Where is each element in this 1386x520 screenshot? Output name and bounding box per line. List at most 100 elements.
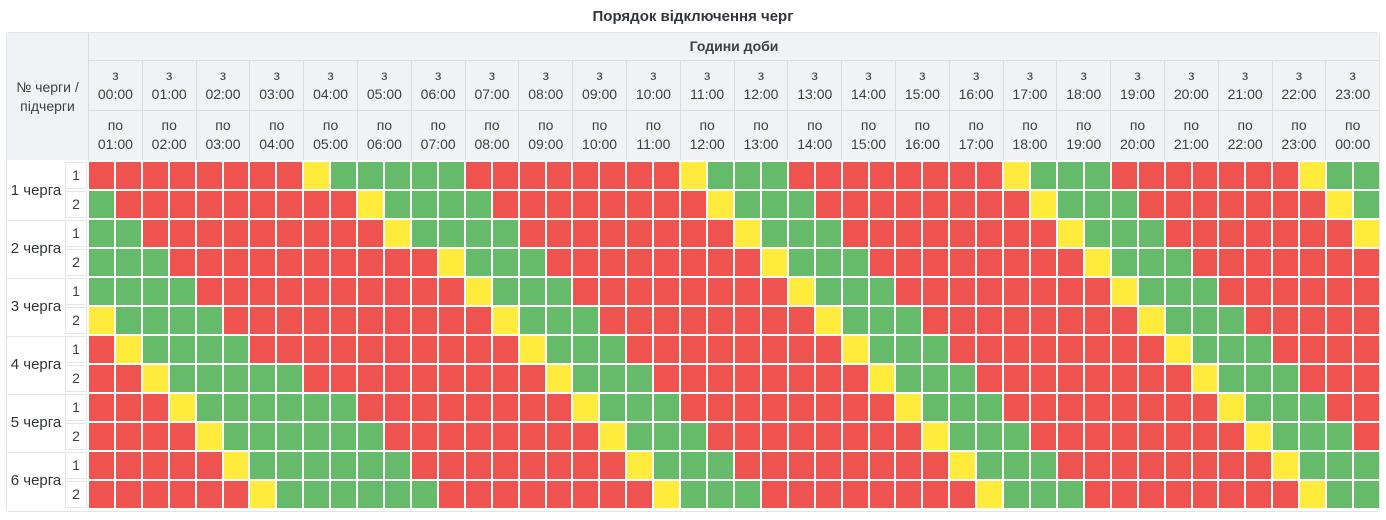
hour-from-cell: з 07:00	[466, 61, 520, 110]
slot-cell-outage-red	[1138, 452, 1164, 479]
page-title: Порядок відключення черг	[592, 8, 794, 25]
slot-cell-power-on-green	[304, 394, 330, 421]
slot-cell-power-on-green	[1273, 365, 1299, 392]
slot-cell-outage-red	[788, 162, 814, 189]
slot-cell-outage-red	[331, 249, 357, 276]
slot-cell-outage-red	[1273, 191, 1299, 218]
slot-cell-outage-red	[1354, 307, 1379, 334]
slot-cell-power-on-green	[1138, 249, 1164, 276]
slot-cell-power-on-green	[385, 162, 410, 189]
slot-cell-outage-red	[142, 481, 168, 508]
hour-from-cell: з 23:00	[1335, 67, 1371, 102]
slot-cell-possible-outage-yellow	[1111, 278, 1137, 305]
slot-cell-outage-red	[169, 220, 195, 247]
slot-cell-outage-red	[223, 249, 249, 276]
hour-to-cell: по 11:00	[626, 110, 681, 160]
slot-cell-outage-red	[761, 394, 787, 421]
slot-cell-outage-red	[1057, 452, 1083, 479]
slot-cell-outage-red	[385, 394, 410, 421]
slot-cell-power-on-green	[331, 423, 357, 450]
slot-cell-outage-red	[492, 365, 518, 392]
slot-cell-possible-outage-yellow	[223, 452, 249, 479]
slot-cell-power-on-green	[1192, 278, 1218, 305]
slot-cell-power-on-green	[681, 423, 707, 450]
slot-cell-outage-red	[304, 307, 330, 334]
slot-cell-outage-red	[977, 191, 1003, 218]
slot-cell-possible-outage-yellow	[1138, 307, 1164, 334]
slot-cell-outage-red	[465, 307, 491, 334]
slot-cell-outage-red	[1111, 307, 1137, 334]
slot-cell-power-on-green	[734, 191, 760, 218]
hour-from-cell: з 00:00	[89, 61, 143, 110]
subqueue-label: 2	[66, 249, 87, 276]
slot-cell-power-on-green	[169, 336, 195, 363]
slot-cell-power-on-green	[627, 423, 653, 450]
slot-cell-outage-red	[1246, 452, 1272, 479]
slot-cell-outage-red	[277, 191, 303, 218]
slot-cell-outage-red	[761, 336, 787, 363]
slot-row	[89, 394, 1379, 421]
slot-cell-power-on-green	[89, 220, 114, 247]
slot-cell-outage-red	[1031, 423, 1056, 450]
slot-cell-outage-red	[492, 191, 518, 218]
slot-cell-outage-red	[950, 220, 976, 247]
slot-cell-power-on-green	[869, 336, 895, 363]
slot-cell-outage-red	[1219, 249, 1245, 276]
slot-cell-outage-red	[89, 162, 114, 189]
slot-cell-outage-red	[1084, 394, 1110, 421]
hour-to-cell: по 16:00	[895, 110, 950, 160]
slot-cell-power-on-green	[331, 452, 357, 479]
slot-cell-possible-outage-yellow	[1246, 423, 1272, 450]
hour-from-cell: з 12:00	[735, 61, 789, 110]
slot-cell-outage-red	[358, 394, 384, 421]
slot-cell-outage-red	[896, 220, 922, 247]
slot-cell-outage-red	[654, 191, 680, 218]
slot-cell-possible-outage-yellow	[438, 249, 464, 276]
slot-cell-outage-red	[492, 452, 518, 479]
slot-cell-power-on-green	[1273, 423, 1299, 450]
slot-cell-power-on-green	[896, 336, 922, 363]
slot-cell-outage-red	[1138, 481, 1164, 508]
slot-cell-outage-red	[250, 249, 276, 276]
slot-cell-power-on-green	[304, 423, 330, 450]
queue-group: 5 черга 1 2	[7, 394, 1379, 450]
slot-cell-power-on-green	[1192, 307, 1218, 334]
slot-cell-power-on-green	[815, 249, 841, 276]
slot-cell-power-on-green	[1004, 481, 1030, 508]
slot-cell-possible-outage-yellow	[1192, 365, 1218, 392]
slot-cell-power-on-green	[546, 336, 572, 363]
slot-cell-power-on-green	[1084, 220, 1110, 247]
hour-to-cell: по 03:00	[196, 110, 251, 160]
slot-cell-outage-red	[304, 278, 330, 305]
slot-cell-outage-red	[950, 336, 976, 363]
hour-from-cell: з 18:00	[1057, 61, 1112, 110]
slot-cell-outage-red	[923, 191, 949, 218]
slot-cell-power-on-green	[600, 336, 626, 363]
slot-cell-outage-red	[411, 278, 437, 305]
slot-cell-power-on-green	[250, 365, 276, 392]
slot-cell-outage-red	[465, 481, 491, 508]
slot-cell-outage-red	[385, 278, 410, 305]
slot-cell-outage-red	[1273, 307, 1299, 334]
slot-cell-outage-red	[761, 278, 787, 305]
slot-cell-outage-red	[573, 162, 599, 189]
slot-cell-outage-red	[761, 307, 787, 334]
slot-cell-outage-red	[465, 423, 491, 450]
hour-from-cell: з 10:00	[627, 61, 681, 110]
slot-cell-outage-red	[950, 249, 976, 276]
slot-cell-outage-red	[546, 220, 572, 247]
slot-cell-outage-red	[1300, 191, 1326, 218]
slot-cell-outage-red	[1165, 365, 1191, 392]
slot-cell-outage-red	[331, 365, 357, 392]
slot-cell-outage-red	[304, 365, 330, 392]
slot-cell-outage-red	[1219, 162, 1245, 189]
slot-cell-possible-outage-yellow	[734, 220, 760, 247]
hour-from-row: з 00:00 з 01:00 з 02:00 з 03:00 з 04:00 з 05:00 з 06:…	[89, 61, 1379, 110]
slot-cell-outage-red	[869, 249, 895, 276]
hour-from-cell: з 13:00	[788, 61, 843, 110]
slot-cell-outage-red	[1057, 249, 1083, 276]
slot-cell-power-on-green	[223, 365, 249, 392]
slot-cell-outage-red	[573, 481, 599, 508]
slot-cell-outage-red	[89, 365, 114, 392]
